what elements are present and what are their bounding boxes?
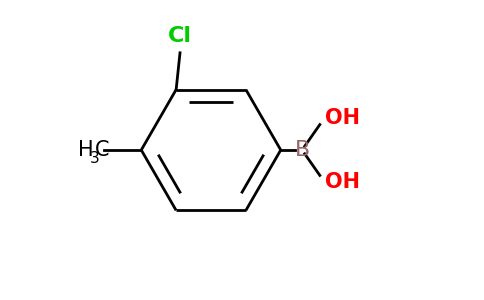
Text: 3: 3: [90, 151, 99, 166]
Text: Cl: Cl: [168, 26, 192, 46]
Text: H: H: [78, 140, 94, 160]
Text: C: C: [95, 140, 109, 160]
Text: OH: OH: [325, 172, 360, 192]
Text: OH: OH: [325, 108, 360, 128]
Text: B: B: [294, 140, 310, 160]
